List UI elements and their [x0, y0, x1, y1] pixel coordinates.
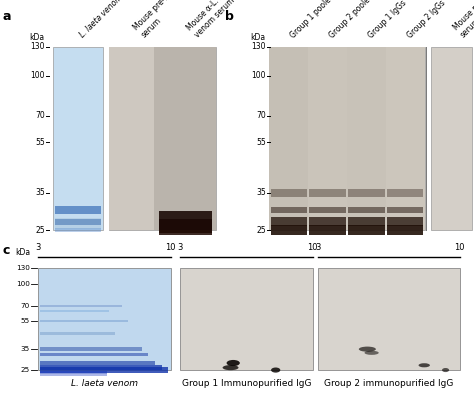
Bar — [40, 310, 109, 312]
Bar — [159, 219, 212, 233]
Text: Group 2 immunopurified IgG: Group 2 immunopurified IgG — [324, 379, 453, 388]
Text: 130: 130 — [31, 42, 45, 51]
Bar — [269, 47, 308, 230]
Bar — [348, 189, 385, 197]
Bar — [109, 47, 154, 230]
Bar — [387, 217, 423, 226]
Text: 10: 10 — [308, 243, 318, 252]
Text: 35: 35 — [36, 188, 45, 197]
Bar — [271, 189, 307, 197]
Text: kDa: kDa — [16, 248, 31, 257]
Ellipse shape — [442, 368, 449, 372]
Bar — [53, 47, 103, 230]
Bar — [40, 365, 162, 370]
Ellipse shape — [223, 365, 238, 370]
Text: 55: 55 — [36, 138, 45, 147]
Bar — [310, 207, 346, 213]
Bar — [40, 347, 142, 351]
Bar — [348, 207, 385, 213]
Text: 130: 130 — [251, 42, 266, 51]
Text: Mouse pre-immune
serum: Mouse pre-immune serum — [132, 0, 198, 40]
Text: 3: 3 — [35, 243, 41, 252]
Text: 70: 70 — [36, 111, 45, 120]
Text: 35: 35 — [256, 188, 266, 197]
Bar — [180, 267, 313, 370]
Ellipse shape — [419, 363, 430, 367]
Text: Mouse pre-immune
serum: Mouse pre-immune serum — [451, 0, 474, 40]
Text: L. laeta venom: L. laeta venom — [71, 379, 138, 388]
Bar — [55, 206, 100, 214]
Bar — [40, 332, 115, 335]
Bar — [40, 320, 128, 322]
Text: 100: 100 — [251, 71, 266, 80]
Bar — [271, 225, 307, 235]
Bar — [38, 267, 171, 370]
Text: Group 1 Immunopurified IgG: Group 1 Immunopurified IgG — [182, 379, 311, 388]
Text: 25: 25 — [20, 367, 30, 373]
Ellipse shape — [365, 351, 379, 355]
Ellipse shape — [359, 347, 376, 352]
Text: Group 1 pooled serum: Group 1 pooled serum — [289, 0, 356, 40]
Text: Mouse α-L. laeta
venom serum: Mouse α-L. laeta venom serum — [185, 0, 244, 40]
Text: 70: 70 — [20, 303, 30, 309]
Text: c: c — [2, 244, 10, 258]
Bar — [109, 47, 216, 230]
Bar — [310, 217, 346, 226]
Bar — [318, 267, 460, 370]
Bar — [271, 217, 307, 226]
Text: kDa: kDa — [29, 33, 44, 42]
Bar — [40, 374, 107, 377]
Bar — [348, 217, 385, 226]
Bar — [159, 230, 212, 244]
Bar — [40, 361, 155, 365]
Text: 100: 100 — [31, 71, 45, 80]
Bar — [310, 189, 346, 197]
Text: 100: 100 — [16, 281, 30, 287]
Bar — [347, 47, 386, 230]
Bar — [387, 207, 423, 213]
Text: 130: 130 — [16, 265, 30, 271]
Bar — [348, 225, 385, 235]
Text: Group 2 pooled serum: Group 2 pooled serum — [328, 0, 394, 40]
Bar — [387, 189, 423, 197]
Bar — [40, 305, 122, 308]
Text: 10: 10 — [165, 243, 176, 252]
Bar — [386, 47, 425, 230]
Text: 70: 70 — [256, 111, 266, 120]
Ellipse shape — [271, 367, 280, 373]
Bar — [310, 225, 346, 235]
Text: 25: 25 — [36, 226, 45, 235]
Ellipse shape — [227, 360, 240, 366]
Bar — [55, 219, 100, 225]
Text: kDa: kDa — [251, 33, 266, 42]
Bar — [387, 225, 423, 235]
Bar — [431, 47, 472, 230]
Bar — [159, 211, 212, 224]
Text: 35: 35 — [20, 346, 30, 352]
Text: 3: 3 — [315, 243, 320, 252]
Bar — [40, 367, 168, 373]
Text: Group 1 IgGs: Group 1 IgGs — [366, 0, 408, 40]
Text: 55: 55 — [256, 138, 266, 147]
Text: b: b — [225, 10, 234, 23]
Text: Group 2 IgGs: Group 2 IgGs — [405, 0, 447, 40]
Bar — [55, 228, 100, 232]
Text: a: a — [2, 10, 11, 23]
Bar — [308, 47, 347, 230]
Text: 55: 55 — [20, 318, 30, 324]
Text: 3: 3 — [177, 243, 183, 252]
Bar — [271, 207, 307, 213]
Text: 10: 10 — [455, 243, 465, 252]
Bar — [269, 47, 425, 230]
Text: 25: 25 — [256, 226, 266, 235]
Bar — [154, 47, 216, 230]
Bar — [55, 218, 100, 229]
Bar — [159, 230, 212, 239]
Text: L. laeta venom: L. laeta venom — [78, 0, 124, 40]
Bar — [40, 371, 107, 374]
Bar — [40, 353, 148, 356]
